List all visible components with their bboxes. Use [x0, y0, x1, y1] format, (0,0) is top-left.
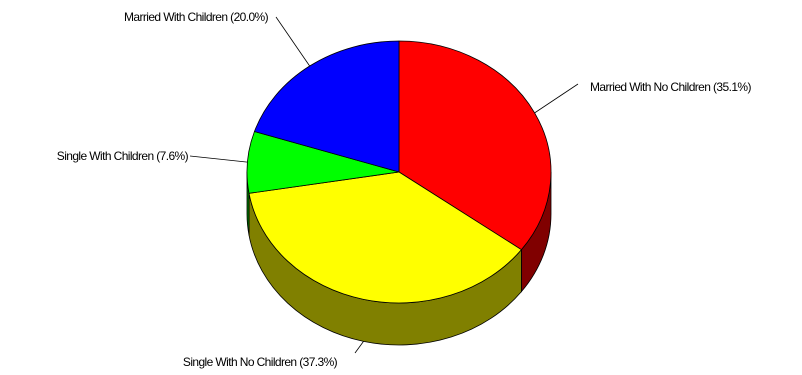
- leader-line-single-with-no-children: [354, 341, 364, 354]
- slice-married-with-children: [254, 40, 400, 173]
- slice-labels: Married With No Children (35.1%) Single W…: [57, 10, 752, 369]
- leader-lines: [189, 16, 579, 354]
- slice-label-single-with-children: Single With Children (7.6%): [57, 149, 189, 163]
- slice-label-single-with-no-children: Single With No Children (37.3%): [183, 355, 338, 369]
- pie-top-layer: [246, 40, 552, 304]
- slice-label-married-with-children: Married With Children (20.0%): [124, 10, 269, 24]
- leader-line-single-with-children: [189, 155, 248, 163]
- leader-line-married-with-no-children: [534, 83, 579, 114]
- slice-married-with-no-children: [398, 40, 552, 251]
- slice-single-with-no-children: [248, 171, 522, 304]
- slice-label-married-with-no-children: Married With No Children (35.1%): [590, 80, 751, 94]
- leader-line-married-with-children: [275, 16, 310, 67]
